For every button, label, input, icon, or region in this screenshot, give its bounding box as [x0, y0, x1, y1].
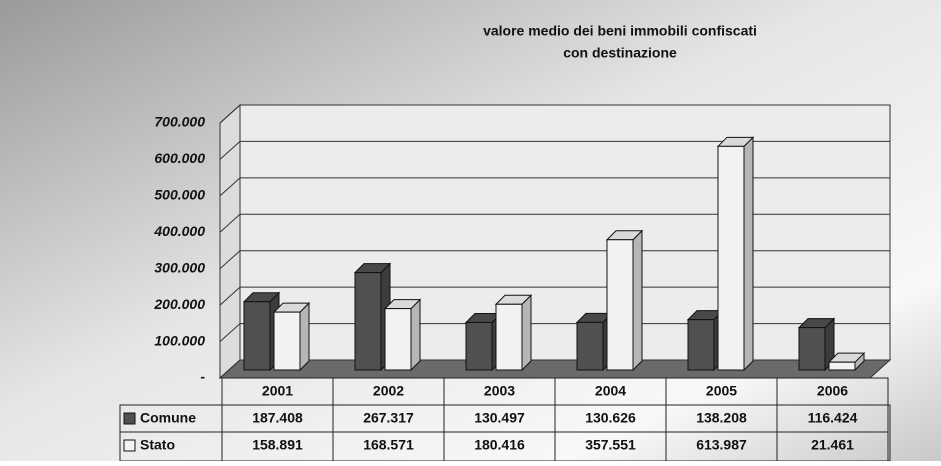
table-value: 116.424: [808, 410, 858, 426]
bar-front: [828, 361, 856, 371]
side-wall: [219, 103, 241, 380]
y-tick-label: 400.000: [153, 223, 205, 239]
grid-line: [219, 140, 890, 160]
x-tick-label: 2001: [262, 383, 293, 399]
table-value: 180.416: [474, 437, 525, 453]
back-wall: [239, 104, 891, 361]
bar: [827, 351, 866, 372]
bar: [605, 229, 644, 372]
table-value: 613.987: [696, 437, 747, 453]
floor: [218, 359, 892, 379]
table-value: 158.891: [252, 437, 303, 453]
bar: [242, 291, 281, 372]
table-value: 130.497: [474, 410, 525, 426]
table-value: 357.551: [585, 437, 636, 453]
bar-front: [687, 319, 715, 371]
y-tick-label: 100.000: [154, 332, 205, 348]
bar: [797, 317, 836, 372]
x-tick-label: 2005: [706, 383, 737, 399]
table-value: 21.461: [811, 437, 854, 453]
legend-key: [123, 439, 136, 452]
y-tick-label: 700.000: [154, 114, 205, 130]
grid-line: [219, 177, 890, 197]
y-tick-label: -: [200, 369, 205, 385]
bar-side: [632, 229, 643, 372]
x-tick-label: 2003: [484, 383, 515, 399]
legend-key: [123, 412, 136, 425]
grid-line: [219, 286, 890, 306]
grid-line: [219, 323, 890, 342]
x-tick-label: 2004: [595, 383, 626, 399]
table-value: 130.626: [585, 410, 636, 426]
table-value: 187.408: [252, 410, 303, 426]
legend-label: Comune: [140, 410, 196, 426]
y-tick-label: 200.000: [153, 296, 205, 312]
bar-front: [576, 321, 604, 371]
bar-front: [495, 303, 523, 371]
bar-side: [743, 136, 754, 372]
bar-front: [243, 301, 271, 371]
x-tick-label: 2006: [817, 383, 848, 399]
chart-title: con destinazione: [563, 45, 677, 61]
bar-side: [299, 301, 310, 372]
grid-line: [219, 213, 890, 233]
bar-front: [717, 145, 745, 371]
legend-label: Stato: [140, 437, 175, 453]
y-tick-label: 300.000: [154, 259, 205, 275]
grid-line: [219, 250, 890, 270]
bar-front: [465, 321, 493, 371]
table-value: 168.571: [363, 437, 414, 453]
table-value: 267.317: [363, 410, 414, 426]
bar: [272, 301, 311, 372]
table-value: 138.208: [696, 410, 747, 426]
y-tick-label: 600.000: [154, 150, 205, 166]
x-tick-label: 2002: [373, 383, 404, 399]
bar: [716, 136, 755, 372]
chart-title: valore medio dei beni immobili confiscat…: [483, 23, 757, 39]
grid-line: [219, 359, 890, 379]
bar-front: [273, 311, 301, 371]
bar: [494, 294, 533, 372]
bar-side: [410, 298, 421, 372]
bar-side: [521, 294, 532, 372]
bar-front: [384, 308, 412, 371]
bar-front: [606, 239, 634, 371]
bar-front: [354, 272, 382, 371]
bar: [383, 298, 422, 372]
y-tick-label: 500.000: [154, 187, 205, 203]
grid-line: [219, 104, 890, 124]
bar-front: [798, 327, 826, 371]
